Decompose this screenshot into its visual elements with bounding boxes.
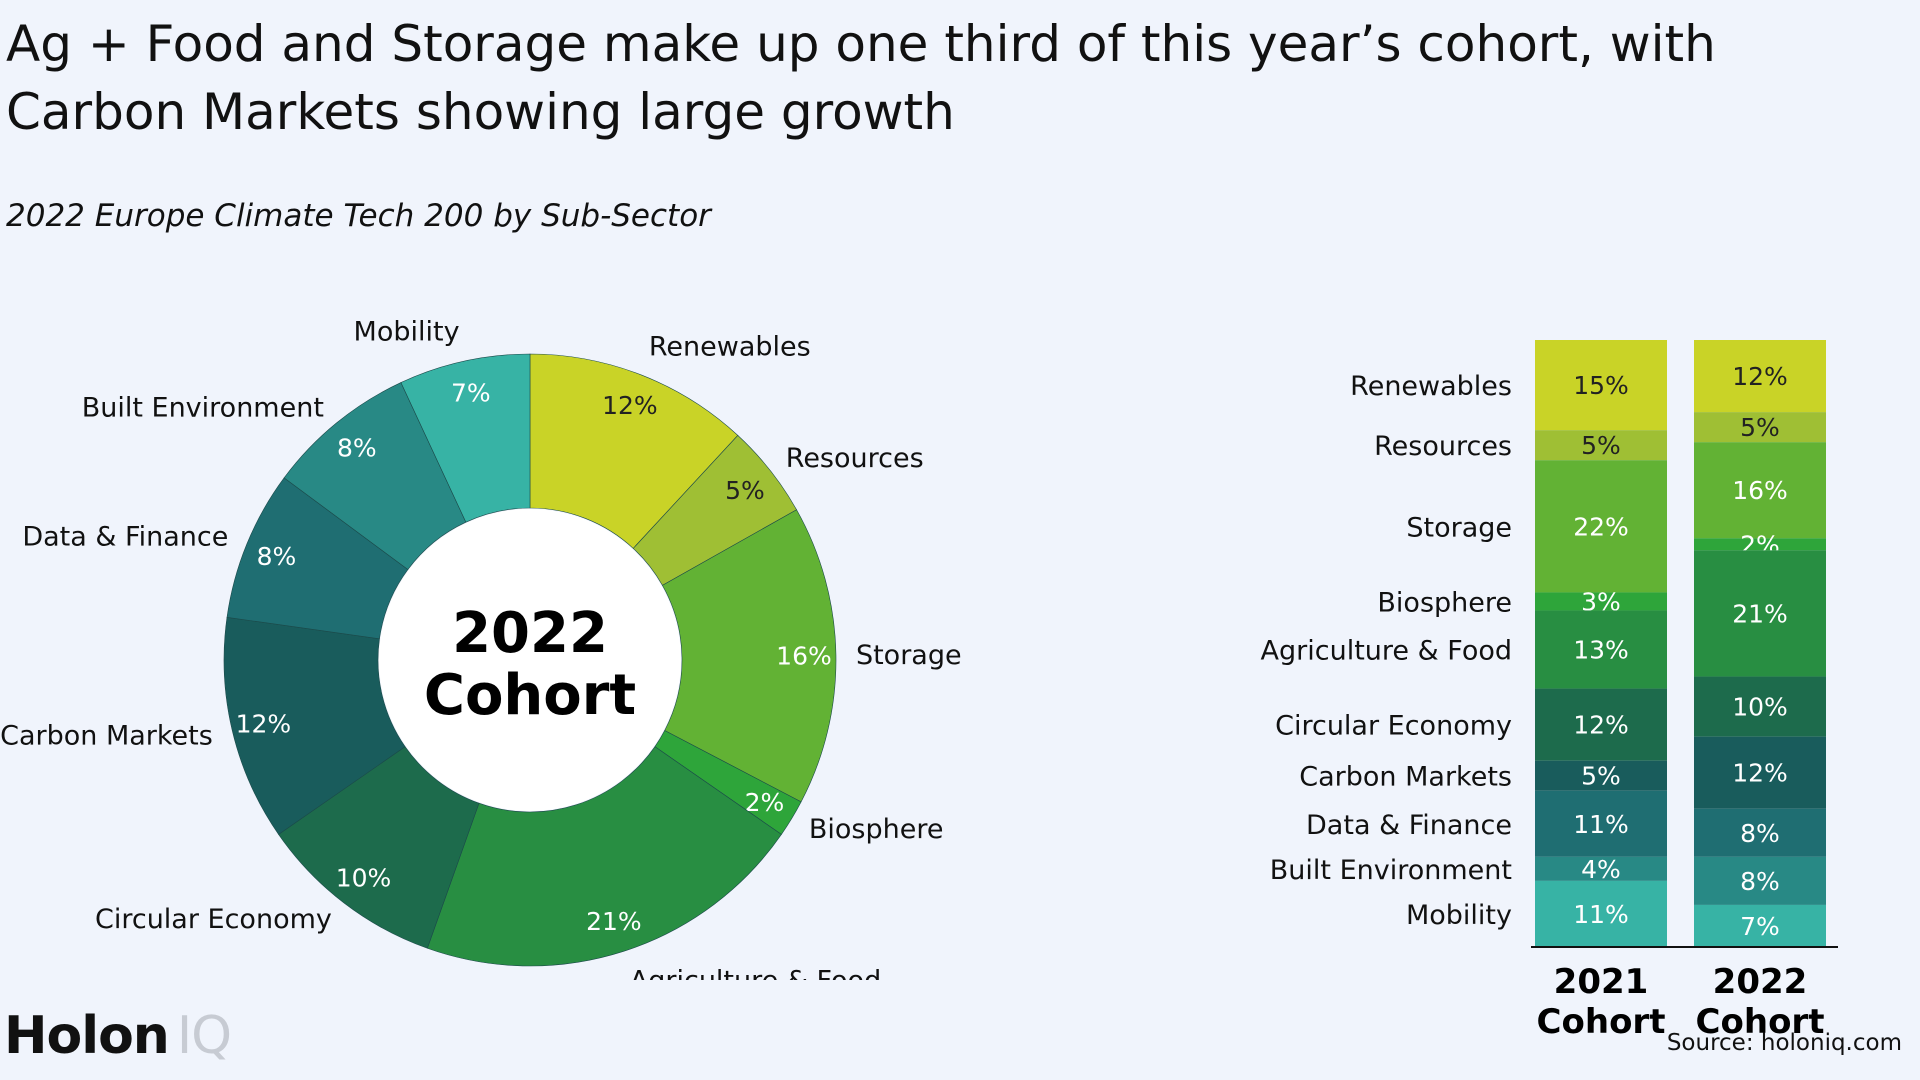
legend-row-label-storage: Storage: [1406, 512, 1512, 543]
bar-value-label-2022-cohort-renewables: 12%: [1732, 362, 1788, 391]
bar-segment-2022-cohort-data-finance: [1694, 808, 1826, 857]
holon-iq-logo: Holon IQ: [4, 1006, 232, 1066]
bar-value-label-2021-cohort-data-finance: 11%: [1573, 810, 1629, 839]
page-title: Ag + Food and Storage make up one third …: [6, 10, 1806, 146]
bar-segment-2021-cohort-mobility: [1535, 880, 1667, 947]
bar-segment-2021-cohort-agriculture-food: [1535, 610, 1667, 689]
legend-row-label-carbon-markets: Carbon Markets: [1299, 762, 1512, 793]
donut-category-label-agriculture-food: Agriculture & Food: [630, 965, 881, 980]
bar-segment-2022-cohort-mobility: [1694, 904, 1826, 947]
bar-segment-2022-cohort-storage: [1694, 442, 1826, 539]
donut-center-label-line-2: Cohort: [424, 663, 636, 728]
donut-category-label-data-finance: Data & Finance: [22, 521, 228, 552]
bar-value-label-2021-cohort-renewables: 15%: [1573, 371, 1629, 400]
legend-row-label-circular-economy: Circular Economy: [1275, 711, 1512, 742]
bar-segment-2022-cohort-built-environment: [1694, 856, 1826, 905]
bar-value-label-2022-cohort-storage: 16%: [1732, 476, 1788, 505]
bar-category-label-2022-cohort-line-2: Cohort: [1696, 1002, 1825, 1042]
donut-chart: 12% Renewables 5% Resources 16% Storage 2% Bios…: [0, 317, 962, 980]
legend-row-label-renewables: Renewables: [1350, 371, 1512, 402]
bar-segment-2022-cohort-circular-economy: [1694, 676, 1826, 737]
bar-value-label-2021-cohort-agriculture-food: 13%: [1573, 636, 1629, 665]
donut-value-label-carbon-markets: 12%: [236, 709, 292, 738]
legend-row-label-data-finance: Data & Finance: [1306, 810, 1512, 841]
bar-value-label-2022-cohort-circular-economy: 10%: [1732, 693, 1788, 722]
bar-segment-2021-cohort-built-environment: [1535, 856, 1667, 881]
donut-category-label-storage: Storage: [856, 640, 962, 671]
donut-slice-agriculture-food: [426, 746, 782, 967]
bar-value-label-2022-cohort-carbon-markets: 12%: [1732, 759, 1788, 788]
bar-segment-2022-cohort-biosphere: [1694, 538, 1826, 551]
stacked-bar-chart: 15%5%22%3%13%12%5%11%4%11%2021Cohort12%5…: [1261, 340, 1838, 1042]
bar-category-label-2021-cohort-line-1: 2021: [1554, 962, 1649, 1002]
source-note: Source: holoniq.com: [1666, 1030, 1902, 1056]
donut-category-label-circular-economy: Circular Economy: [95, 904, 332, 935]
donut-value-label-built-environment: 8%: [337, 434, 377, 463]
donut-value-label-storage: 16%: [776, 642, 832, 671]
bar-segment-2022-cohort-resources: [1694, 412, 1826, 443]
legend-row-label-built-environment: Built Environment: [1270, 855, 1512, 886]
bar-value-label-2022-cohort-data-finance: 8%: [1740, 819, 1780, 848]
bar-value-label-2021-cohort-resources: 5%: [1581, 431, 1621, 460]
bar-segment-2021-cohort-storage: [1535, 460, 1667, 593]
donut-value-label-circular-economy: 10%: [336, 864, 392, 893]
bar-value-label-2022-cohort-built-environment: 8%: [1740, 867, 1780, 896]
bar-segment-2021-cohort-data-finance: [1535, 790, 1667, 857]
bar-value-label-2021-cohort-built-environment: 4%: [1581, 855, 1621, 884]
donut-slice-storage: [662, 509, 837, 803]
donut-category-label-built-environment: Built Environment: [82, 392, 324, 423]
donut-category-label-renewables: Renewables: [649, 331, 811, 362]
donut-value-label-biosphere: 2%: [745, 788, 785, 817]
bar-category-label-2022-cohort-line-1: 2022: [1713, 962, 1808, 1002]
bar-value-label-2022-cohort-resources: 5%: [1740, 413, 1780, 442]
bar-segment-2022-cohort-agriculture-food: [1694, 550, 1826, 677]
donut-value-label-renewables: 12%: [602, 391, 658, 420]
legend-row-label-resources: Resources: [1374, 431, 1512, 462]
bar-value-label-2021-cohort-mobility: 11%: [1573, 900, 1629, 929]
legend-row-label-mobility: Mobility: [1406, 900, 1512, 931]
bar-segment-2021-cohort-biosphere: [1535, 592, 1667, 611]
donut-category-label-biosphere: Biosphere: [809, 814, 944, 845]
donut-category-label-resources: Resources: [786, 443, 924, 474]
donut-value-label-agriculture-food: 21%: [586, 907, 642, 936]
bar-value-label-2022-cohort-mobility: 7%: [1740, 912, 1780, 941]
bar-value-label-2022-cohort-agriculture-food: 21%: [1732, 599, 1788, 628]
donut-value-label-data-finance: 8%: [257, 542, 297, 571]
title-line-2: Carbon Markets showing large growth: [6, 83, 955, 141]
title-line-1: Ag + Food and Storage make up one third …: [6, 15, 1716, 73]
donut-value-label-mobility: 7%: [451, 378, 491, 407]
bar-segment-2021-cohort-circular-economy: [1535, 688, 1667, 761]
legend-row-label-biosphere: Biosphere: [1377, 587, 1512, 618]
bar-category-label-2021-cohort-line-2: Cohort: [1537, 1002, 1666, 1042]
donut-category-label-mobility: Mobility: [354, 317, 460, 348]
bar-segment-2021-cohort-renewables: [1535, 340, 1667, 431]
bar-segment-2022-cohort-carbon-markets: [1694, 736, 1826, 809]
legend-row-label-agriculture-food: Agriculture & Food: [1261, 636, 1512, 667]
donut-category-label-carbon-markets: Carbon Markets: [0, 720, 213, 751]
donut-value-label-resources: 5%: [725, 476, 765, 505]
donut-slice-mobility: [400, 353, 531, 523]
bar-value-label-2021-cohort-storage: 22%: [1573, 512, 1629, 541]
logo-suffix-text: IQ: [176, 1006, 232, 1066]
bar-value-label-2021-cohort-circular-economy: 12%: [1573, 711, 1629, 740]
bar-segment-2022-cohort-renewables: [1694, 340, 1826, 413]
bar-value-label-2021-cohort-carbon-markets: 5%: [1581, 762, 1621, 791]
bar-segment-2021-cohort-resources: [1535, 430, 1667, 461]
donut-center-label-line-1: 2022: [452, 601, 608, 666]
chart-subtitle: 2022 Europe Climate Tech 200 by Sub-Sect…: [6, 198, 711, 234]
donut-hole: [379, 509, 681, 811]
logo-main-text: Holon: [4, 1006, 170, 1066]
bar-segment-2021-cohort-carbon-markets: [1535, 760, 1667, 791]
